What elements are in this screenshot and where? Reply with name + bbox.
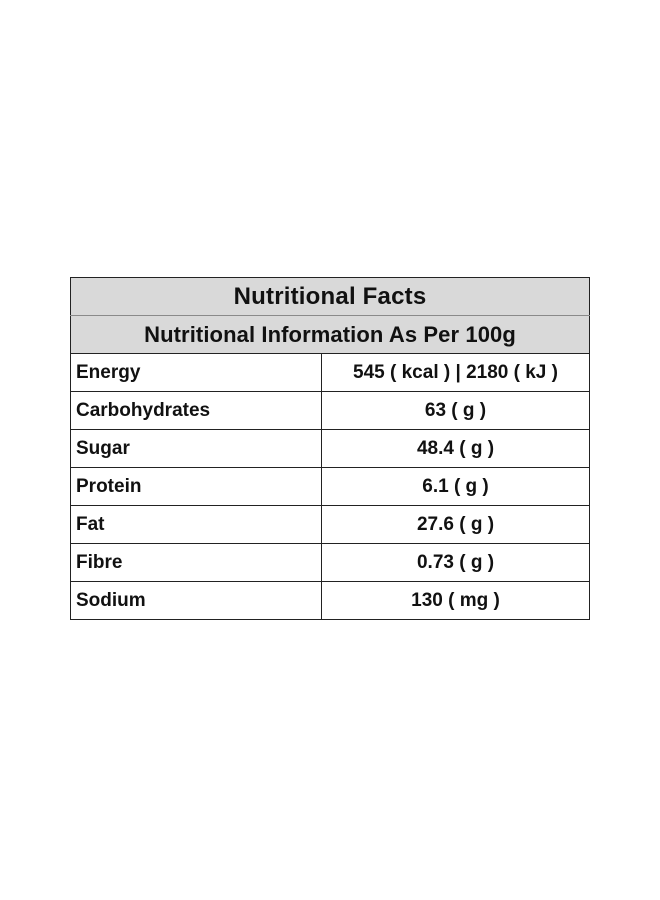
table-row-protein: Protein 6.1 ( g ): [70, 467, 591, 506]
table-subtitle: Nutritional Information As Per 100g: [69, 315, 591, 354]
table-row-fibre: Fibre 0.73 ( g ): [70, 543, 591, 582]
nutrient-value: 63 ( g ): [320, 391, 591, 430]
table-row-fat: Fat 27.6 ( g ): [70, 505, 591, 544]
nutrient-name: Carbohydrates: [70, 391, 322, 430]
nutrient-name: Fat: [70, 505, 322, 544]
table-row-sugar: Sugar 48.4 ( g ): [70, 429, 591, 468]
nutrient-value: 0.73 ( g ): [320, 543, 591, 582]
subtitle-row: Nutritional Information As Per 100g: [69, 315, 591, 354]
nutrient-name: Energy: [70, 353, 322, 392]
nutrient-value: 48.4 ( g ): [320, 429, 591, 468]
table-row-energy: Energy 545 ( kcal ) | 2180 ( kJ ): [70, 353, 591, 392]
nutrient-value: 27.6 ( g ): [320, 505, 591, 544]
nutrient-name: Sugar: [70, 429, 322, 468]
table-row-carbohydrates: Carbohydrates 63 ( g ): [70, 391, 591, 430]
nutrition-facts-table: Nutritional Facts Nutritional Informatio…: [69, 277, 591, 620]
table-title: Nutritional Facts: [69, 277, 591, 316]
nutrient-value: 545 ( kcal ) | 2180 ( kJ ): [320, 353, 591, 392]
nutrient-name: Protein: [70, 467, 322, 506]
nutrient-value: 130 ( mg ): [320, 581, 591, 620]
nutrient-name: Fibre: [70, 543, 322, 582]
title-row: Nutritional Facts: [69, 277, 591, 316]
nutrient-name: Sodium: [70, 581, 322, 620]
nutrient-value: 6.1 ( g ): [320, 467, 591, 506]
table-row-sodium: Sodium 130 ( mg ): [70, 581, 591, 620]
